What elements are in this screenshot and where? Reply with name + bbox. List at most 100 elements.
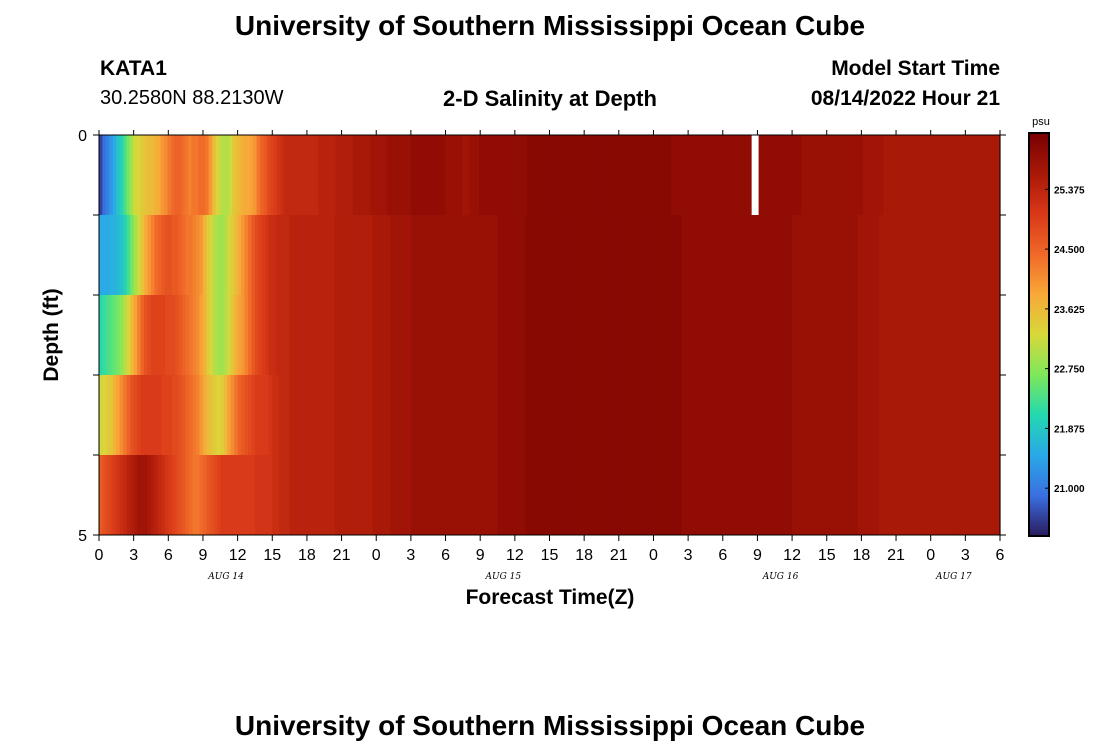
heatmap-cell <box>452 295 457 376</box>
heatmap-cell <box>251 215 256 296</box>
heatmap-cell <box>448 135 453 216</box>
heatmap-cell <box>695 375 700 456</box>
heatmap-cell <box>972 215 977 296</box>
heatmap-cell <box>705 215 710 296</box>
heatmap-cell <box>948 215 953 296</box>
heatmap-cell <box>119 135 124 216</box>
heatmap-cell <box>695 215 700 296</box>
heatmap-cell <box>248 295 253 376</box>
heatmap-cell <box>674 295 679 376</box>
heatmap-cell <box>837 375 842 456</box>
heatmap-cell <box>492 135 497 216</box>
heatmap-cell <box>178 375 183 456</box>
heatmap-cell <box>611 295 616 376</box>
heatmap-cell <box>521 295 526 376</box>
heatmap-cell <box>656 375 661 456</box>
heatmap-cell <box>150 295 156 376</box>
heatmap-cell <box>476 295 481 376</box>
heatmap-cell <box>582 135 587 216</box>
heatmap-cell <box>268 295 273 376</box>
heatmap-cell <box>528 375 533 456</box>
heatmap-cell <box>828 135 833 216</box>
heatmap-cell <box>736 375 741 456</box>
heatmap-cell <box>633 135 638 216</box>
heatmap-cell <box>270 135 275 216</box>
heatmap-cell <box>695 455 700 536</box>
heatmap-cell <box>272 375 277 456</box>
heatmap-cell <box>490 295 495 376</box>
heatmap-cell <box>438 295 443 376</box>
heatmap-cell <box>982 295 987 376</box>
heatmap-cell <box>643 455 648 536</box>
heatmap-cell <box>892 215 897 296</box>
heatmap-cell <box>369 375 374 456</box>
heatmap-cell <box>355 455 360 536</box>
heatmap-cell <box>417 455 422 536</box>
heatmap-cell <box>577 455 582 536</box>
heatmap-cell <box>476 375 481 456</box>
heatmap-cell <box>317 295 322 376</box>
heatmap-cell <box>837 295 842 376</box>
heatmap-cell <box>442 215 447 296</box>
heatmap-cell <box>327 215 332 296</box>
heatmap-cell <box>747 295 752 376</box>
heatmap-cell <box>688 295 693 376</box>
heatmap-cell <box>815 135 820 216</box>
heatmap-cell <box>164 455 169 536</box>
heatmap-cell <box>902 215 908 296</box>
heatmap-cell <box>294 135 299 216</box>
heatmap-cell <box>691 295 696 376</box>
x-tick-label: 6 <box>441 547 450 564</box>
heatmap-cell <box>823 375 828 456</box>
heatmap-cell <box>733 295 738 376</box>
heatmap-cell <box>584 455 589 536</box>
heatmap-cell <box>310 375 315 456</box>
x-tick-label: 0 <box>95 547 104 564</box>
heatmap-cell <box>719 215 724 296</box>
heatmap-cell <box>930 215 935 296</box>
heatmap-cell <box>712 295 717 376</box>
heatmap-cell <box>663 455 668 536</box>
heatmap-cell <box>740 295 745 376</box>
heatmap-cell <box>546 295 551 376</box>
heatmap-cell <box>421 215 426 296</box>
heatmap-cell <box>954 455 960 536</box>
x-tick-label: 12 <box>783 547 801 564</box>
x-date-label: AUG 15 <box>484 572 521 582</box>
heatmap-cell <box>109 215 114 296</box>
heatmap-cell <box>688 215 693 296</box>
heatmap-cell <box>552 375 558 456</box>
heatmap-cell <box>838 135 844 216</box>
heatmap-cell <box>653 455 658 536</box>
heatmap-cell <box>331 295 336 376</box>
heatmap-cell <box>629 455 634 536</box>
heatmap-cell <box>140 215 145 296</box>
heatmap-cell <box>920 455 925 536</box>
heatmap-cell <box>507 215 512 296</box>
heatmap-cell <box>459 375 464 456</box>
heatmap-cell <box>362 215 367 296</box>
heatmap-cell <box>927 295 932 376</box>
heatmap-cell <box>629 215 634 296</box>
heatmap-cell <box>116 295 121 376</box>
heatmap-cell <box>417 295 422 376</box>
heatmap-cell <box>778 455 783 536</box>
heatmap-cell <box>629 295 634 376</box>
heatmap-cell <box>345 455 350 536</box>
heatmap-cell <box>348 375 353 456</box>
heatmap-cell <box>223 455 228 536</box>
heatmap-cell <box>708 375 713 456</box>
heatmap-cell <box>719 135 724 216</box>
heatmap-cell <box>414 295 419 376</box>
heatmap-cell <box>740 215 745 296</box>
heatmap-cell <box>811 135 816 216</box>
heatmap-cell <box>500 295 506 376</box>
heatmap-cell <box>625 375 630 456</box>
heatmap-cell <box>636 215 641 296</box>
heatmap-cell <box>566 295 571 376</box>
heatmap-cell <box>653 295 658 376</box>
x-date-label: AUG 17 <box>935 572 972 582</box>
heatmap-cell <box>455 135 460 216</box>
heatmap-cell <box>216 455 221 536</box>
heatmap-cell <box>622 215 627 296</box>
